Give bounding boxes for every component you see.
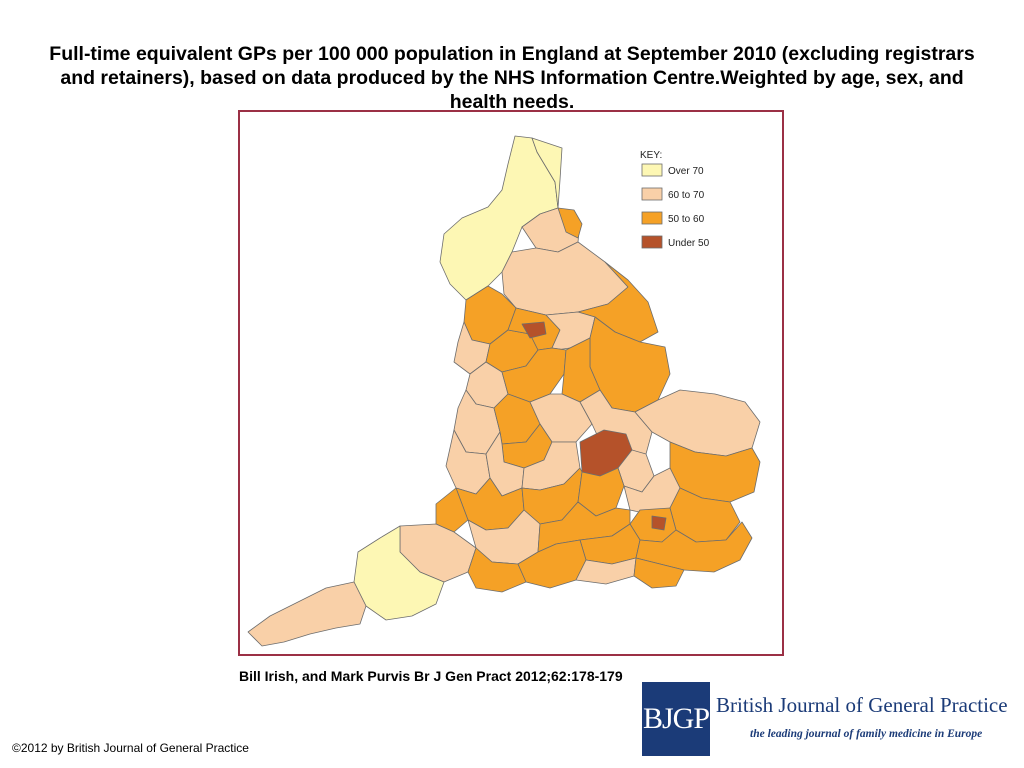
journal-tagline: the leading journal of family medicine i… [750,728,983,740]
bjgp-logo: BJGP British Journal of General Practice… [642,682,1008,756]
map-legend: KEY: Over 70 60 to 70 50 to 60 Under 50 [640,150,710,249]
region-london-east [651,515,667,531]
region-tees [557,207,583,239]
england-map-figure: KEY: Over 70 60 to 70 50 to 60 Under 50 [238,110,784,656]
legend-swatch-60-to-70 [641,187,663,201]
slide-title: Full-time equivalent GPs per 100 000 pop… [49,43,975,113]
region-cornwall [247,581,367,647]
legend-swatch-over-70 [641,163,663,177]
region-under50-north [521,321,547,339]
region-bristol [435,487,469,533]
england-choropleth-map: KEY: Over 70 60 to 70 50 to 60 Under 50 [247,135,761,647]
legend-heading: KEY: [640,150,662,161]
region-dorset [467,547,527,593]
legend-label-over-70: Over 70 [668,166,704,177]
bjgp-badge: BJGP [642,682,710,756]
journal-name: British Journal of General Practice [716,693,1008,717]
legend-swatch-50-to-60 [641,211,663,225]
figure-citation: Bill Irish, and Mark Purvis Br J Gen Pra… [239,668,623,684]
legend-label-60-to-70: 60 to 70 [668,190,705,201]
region-east-sussex [633,557,685,589]
legend-swatch-under-50 [641,235,663,249]
copyright-notice: ©2012 by British Journal of General Prac… [12,741,249,755]
legend-label-under-50: Under 50 [668,238,710,249]
legend-label-50-to-60: 50 to 60 [668,214,705,225]
